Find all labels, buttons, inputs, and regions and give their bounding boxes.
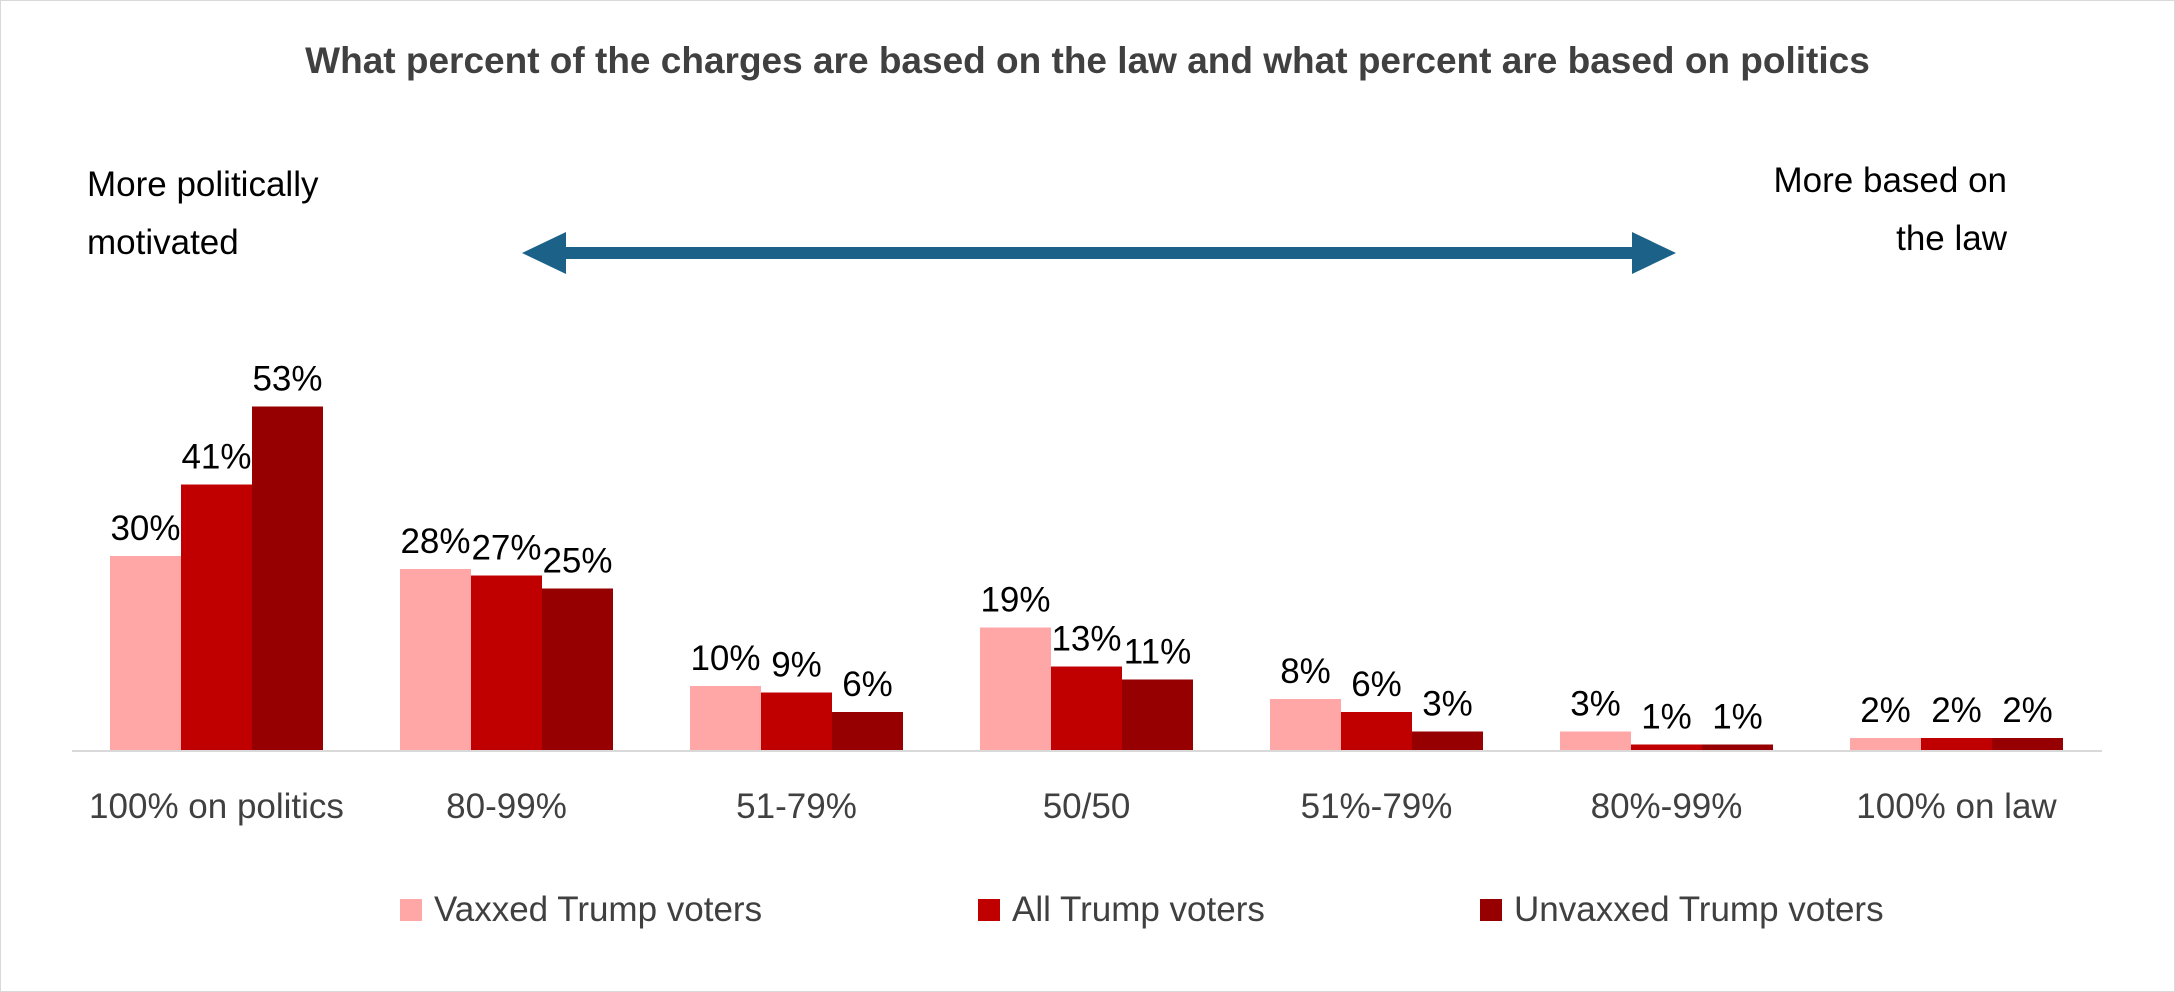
arrow-head-left-icon: [522, 232, 566, 274]
data-label-1-2: 28%: [400, 522, 470, 561]
data-label-1-5: 8%: [1280, 652, 1331, 691]
legend: Vaxxed Trump voters All Trump voters Unvax…: [0, 885, 2175, 935]
data-label-3-7: 2%: [2002, 691, 2053, 730]
x-tick-label-1: 100% on politics: [89, 787, 344, 826]
data-label-1-6: 3%: [1570, 685, 1621, 724]
legend-swatch-1: [400, 899, 422, 921]
data-label-2-7: 2%: [1931, 691, 1982, 730]
data-label-2-6: 1%: [1641, 698, 1692, 737]
arrow-head-right-icon: [1632, 232, 1676, 274]
bar-1-4: [980, 627, 1051, 751]
bar-1-2: [400, 569, 471, 751]
data-label-2-3: 9%: [771, 646, 822, 685]
x-tick-label-5: 51%-79%: [1301, 787, 1453, 826]
bar-2-2: [471, 575, 542, 751]
data-label-2-4: 13%: [1051, 620, 1121, 659]
data-label-2-5: 6%: [1351, 665, 1402, 704]
legend-item-3: Unvaxxed Trump voters: [1480, 885, 1884, 935]
data-label-3-6: 1%: [1712, 698, 1763, 737]
data-label-2-2: 27%: [471, 529, 541, 568]
legend-item-2: All Trump voters: [978, 885, 1265, 935]
data-label-1-4: 19%: [980, 581, 1050, 620]
annotation-right: More based on the law: [1773, 161, 2007, 258]
bar-1-7: [1850, 738, 1921, 751]
data-label-3-2: 25%: [542, 542, 612, 581]
annotation-left: More politically motivated: [87, 165, 319, 262]
x-tick-label-4: 50/50: [1043, 787, 1131, 826]
bar-2-4: [1051, 666, 1122, 751]
bar-2-7: [1921, 738, 1992, 751]
legend-item-1: Vaxxed Trump voters: [400, 885, 762, 935]
data-label-2-1: 41%: [181, 438, 251, 477]
bar-2-5: [1341, 712, 1412, 751]
data-label-3-1: 53%: [252, 360, 322, 399]
bar-1-6: [1560, 731, 1631, 751]
bar-2-3: [761, 692, 832, 751]
bar-3-3: [832, 712, 903, 751]
legend-label-3: Unvaxxed Trump voters: [1514, 890, 1884, 929]
bar-3-7: [1992, 738, 2063, 751]
data-label-1-7: 2%: [1860, 691, 1911, 730]
legend-label-2: All Trump voters: [1012, 890, 1265, 929]
bar-2-6: [1631, 744, 1702, 751]
bar-3-5: [1412, 731, 1483, 751]
data-label-1-1: 30%: [110, 509, 180, 548]
x-tick-label-3: 51-79%: [736, 787, 857, 826]
legend-swatch-3: [1480, 899, 1502, 921]
x-tick-label-7: 100% on law: [1856, 787, 2057, 826]
bar-3-4: [1122, 679, 1193, 751]
bar-3-1: [252, 406, 323, 751]
data-label-3-3: 6%: [842, 665, 893, 704]
legend-label-1: Vaxxed Trump voters: [434, 890, 763, 929]
bar-1-3: [690, 686, 761, 751]
chart-title: What percent of the charges are based on…: [305, 40, 1870, 81]
bar-3-6: [1702, 744, 1773, 751]
bar-2-1: [181, 484, 252, 751]
legend-swatch-2: [978, 899, 1000, 921]
x-tick-label-6: 80%-99%: [1591, 787, 1743, 826]
bar-1-5: [1270, 699, 1341, 751]
data-label-1-3: 10%: [690, 639, 760, 678]
data-label-3-4: 11%: [1124, 633, 1191, 672]
bar-3-2: [542, 588, 613, 751]
x-tick-label-2: 80-99%: [446, 787, 567, 826]
bar-1-1: [110, 556, 181, 751]
data-label-3-5: 3%: [1422, 685, 1473, 724]
